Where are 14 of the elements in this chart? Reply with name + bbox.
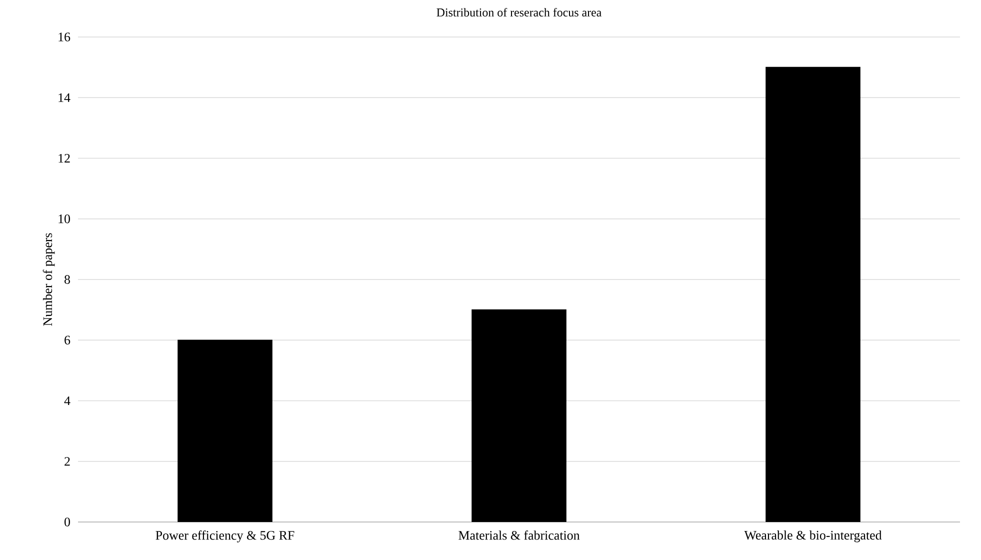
y-tick-label: 8 — [64, 275, 70, 284]
y-tick-label: 6 — [64, 336, 70, 344]
y-tick-label: 4 — [64, 396, 70, 405]
y-tick-label: 10 — [58, 214, 70, 224]
x-tick-label: Materials & fabrication — [458, 530, 580, 540]
y-tick-label: 16 — [58, 32, 70, 42]
x-tick-label: Power efficiency & 5G RF — [156, 530, 294, 542]
y-tick-label: 0 — [64, 518, 70, 526]
y-tick-label: 14 — [58, 93, 70, 102]
chart-title: Distribution of reserach focus area — [436, 8, 602, 16]
y-tick-label: 2 — [64, 457, 70, 466]
y-tick-label: 12 — [58, 154, 70, 163]
x-tick-label: Wearable & bio-intergated — [744, 530, 882, 542]
y-axis-title: Number of papers — [42, 233, 55, 326]
